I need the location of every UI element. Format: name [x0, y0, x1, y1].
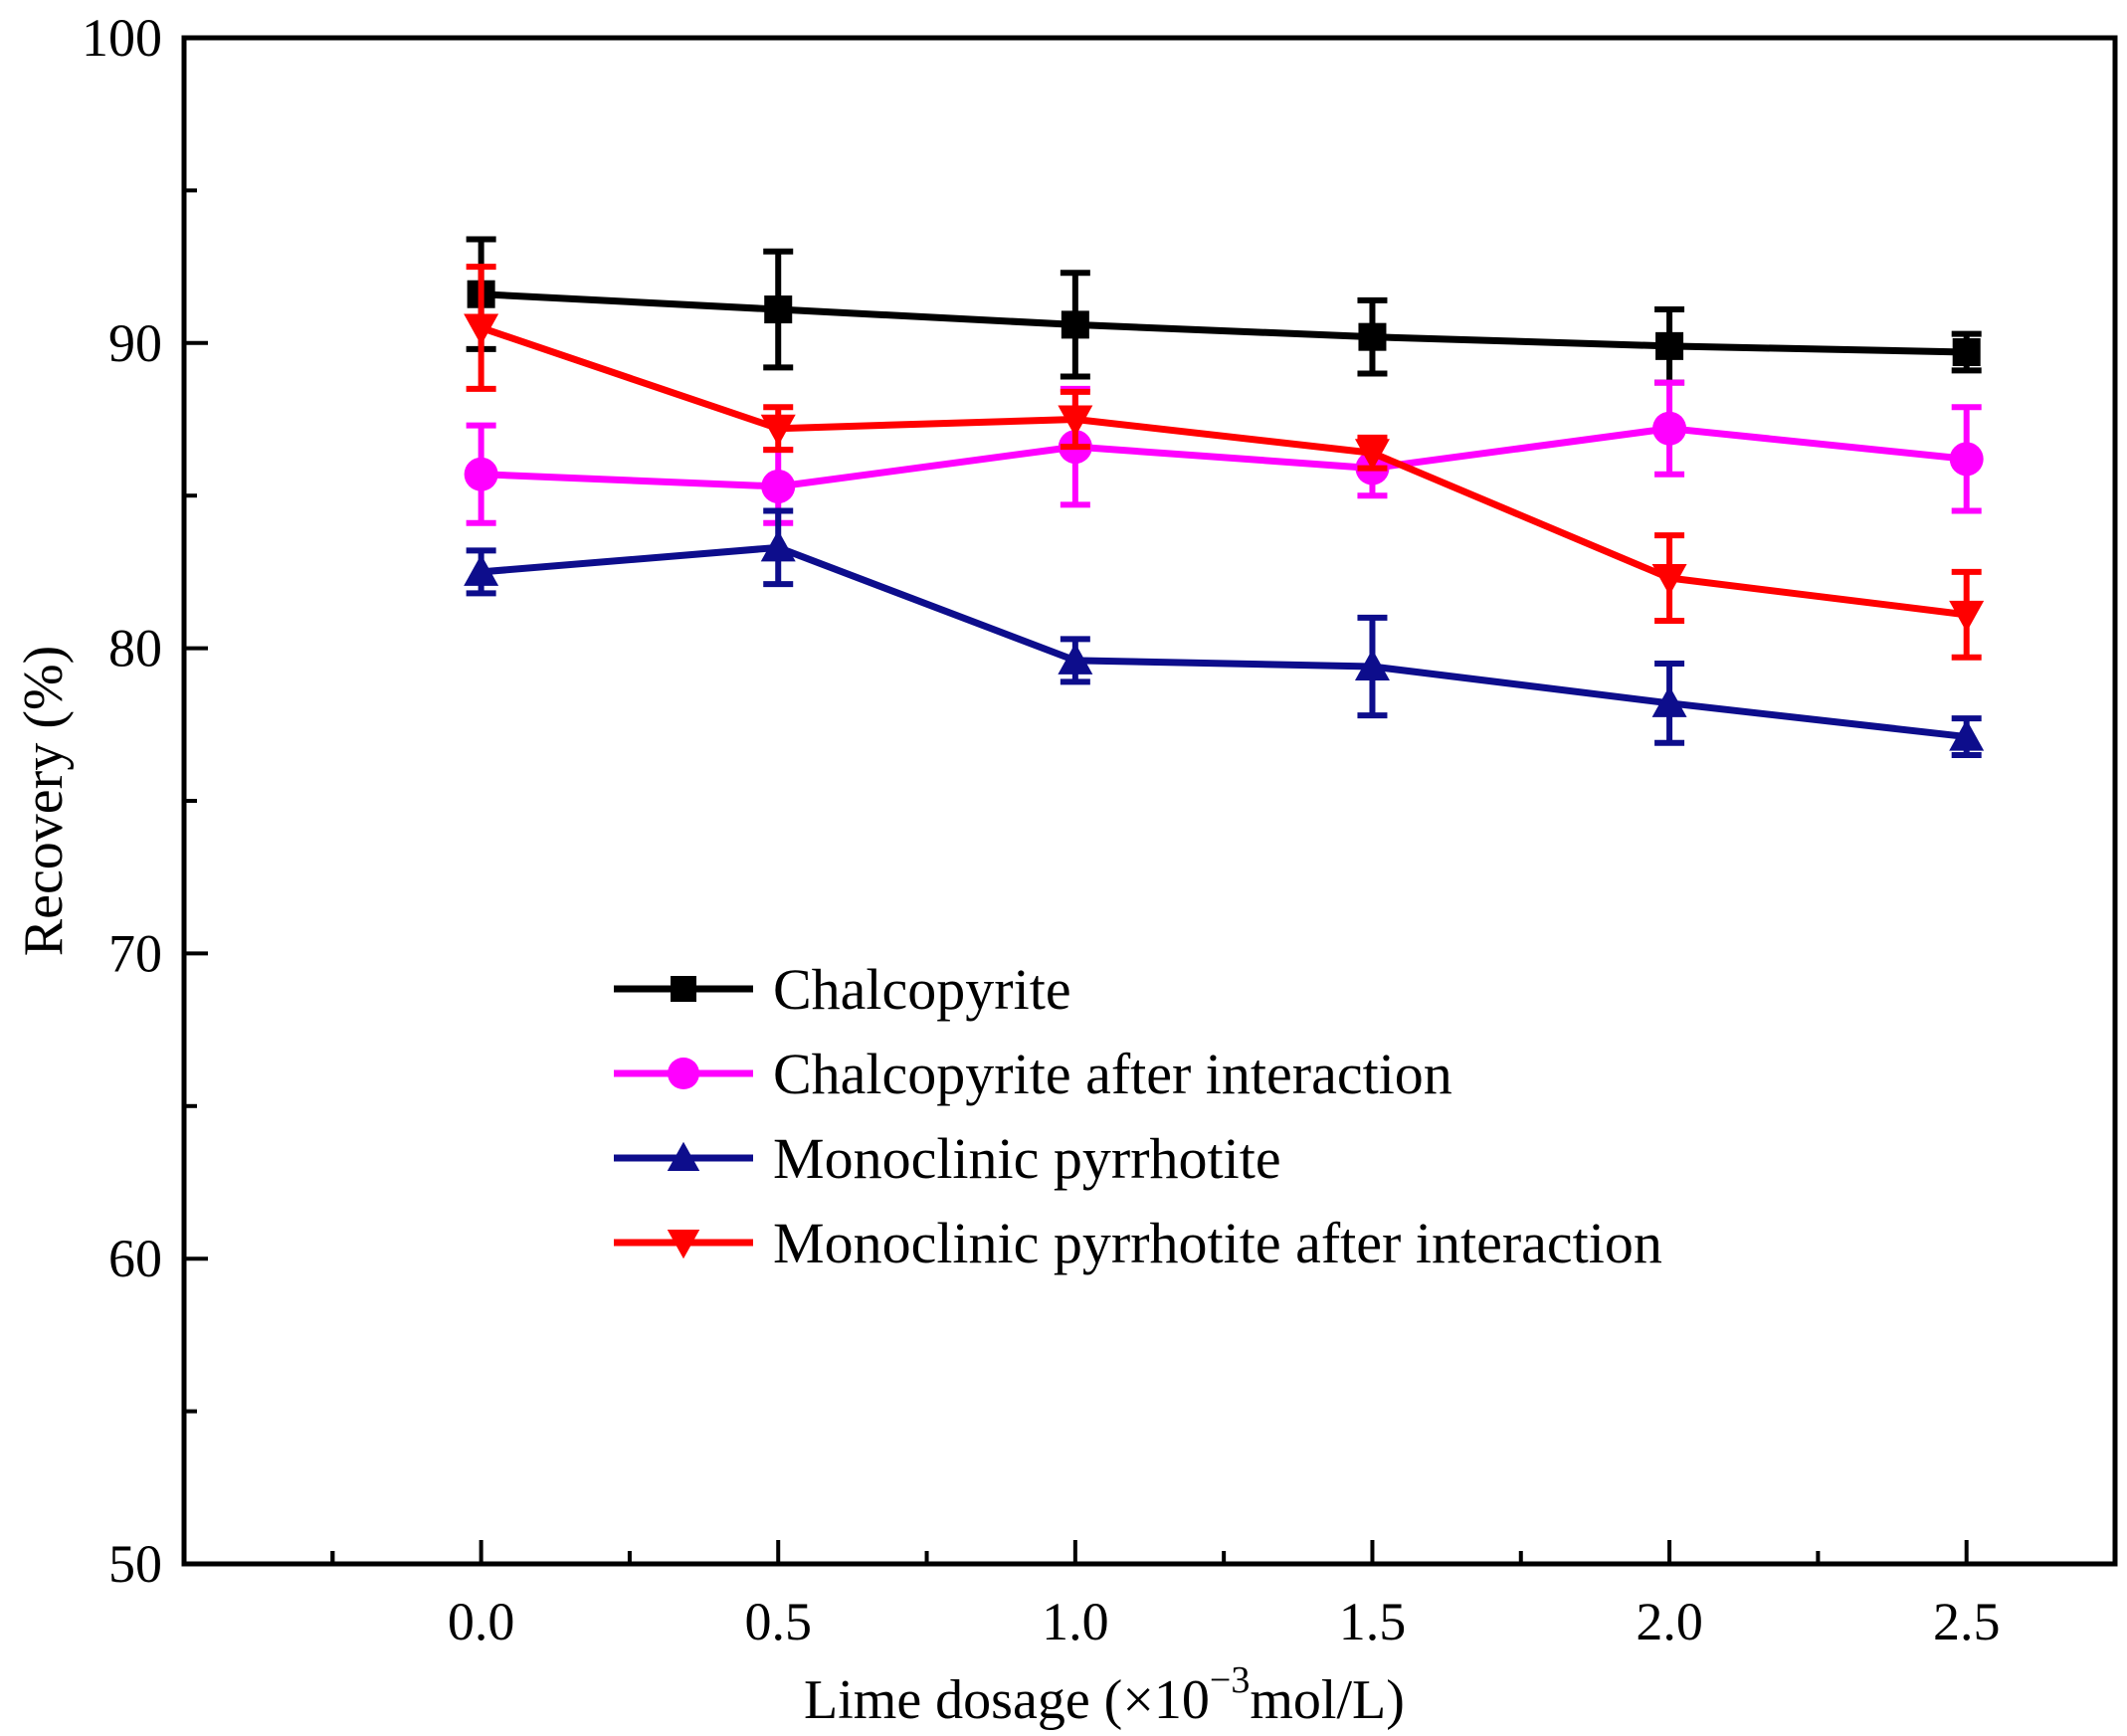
triangle-down-marker — [760, 414, 796, 447]
square-marker — [1358, 322, 1387, 351]
x-axis-title-main: Lime dosage (×10 — [804, 1669, 1210, 1731]
x-tick-labels: 0.0 0.5 1.0 1.5 2.0 2.5 — [448, 1592, 2001, 1651]
triangle-up-marker — [464, 554, 499, 586]
x-tick-label: 0.5 — [744, 1592, 812, 1651]
circle-marker — [1652, 411, 1687, 446]
legend-item: Monoclinic pyrrhotite after interaction — [614, 1211, 1662, 1275]
x-tick-label: 1.0 — [1042, 1592, 1109, 1651]
y-tick-label: 50 — [108, 1534, 162, 1594]
series — [464, 264, 1985, 661]
series-line — [481, 425, 1968, 490]
series-line — [481, 543, 1968, 741]
y-tick-labels: 50 60 70 80 90 100 — [82, 8, 162, 1594]
square-marker — [1061, 310, 1089, 339]
square-marker — [1655, 331, 1684, 360]
circle-marker — [464, 457, 498, 491]
series — [466, 236, 1982, 386]
y-tick-label: 60 — [108, 1229, 162, 1288]
triangle-up-marker — [667, 1141, 700, 1171]
triangle-up-marker — [1058, 643, 1093, 675]
legend-item: Chalcopyrite after interaction — [614, 1042, 1452, 1106]
square-marker — [764, 295, 793, 324]
legend-item: Monoclinic pyrrhotite — [614, 1126, 1281, 1191]
legend-item: Chalcopyrite — [614, 957, 1071, 1022]
triangle-down-marker — [1949, 600, 1985, 633]
triangle-down-marker — [667, 1230, 700, 1259]
tick-marks — [184, 36, 1969, 1566]
triangle-down-marker — [1651, 564, 1687, 596]
triangle-down-marker — [1354, 439, 1390, 471]
legend-label: Chalcopyrite — [773, 957, 1071, 1022]
legend-label: Monoclinic pyrrhotite after interaction — [773, 1211, 1662, 1275]
triangle-up-marker — [760, 529, 796, 562]
circle-marker — [668, 1058, 699, 1089]
triangle-up-marker — [1651, 685, 1687, 717]
series-line — [480, 324, 1968, 619]
triangle-down-marker — [464, 313, 499, 345]
x-axis-title: Lime dosage (×10−3mol/L) — [804, 1659, 1405, 1731]
x-tick-label: 0.0 — [448, 1592, 515, 1651]
circle-marker — [761, 469, 796, 503]
circle-marker — [1949, 442, 1984, 477]
x-axis-title-unit: mol/L) — [1250, 1669, 1405, 1731]
legend-label: Monoclinic pyrrhotite — [773, 1126, 1281, 1191]
triangle-up-marker — [1949, 719, 1985, 751]
y-tick-label: 80 — [108, 619, 162, 678]
series — [464, 507, 1985, 758]
y-axis-title: Recovery (%) — [13, 646, 75, 957]
series-group — [464, 236, 1985, 758]
legend-label: Chalcopyrite after interaction — [773, 1042, 1452, 1106]
x-tick-label: 1.5 — [1339, 1592, 1407, 1651]
triangle-up-marker — [1354, 649, 1390, 681]
series-line — [481, 290, 1967, 356]
x-axis-title-exponent: −3 — [1210, 1659, 1250, 1701]
y-tick-label: 90 — [108, 313, 162, 373]
triangle-down-marker — [1058, 405, 1093, 437]
square-marker — [1952, 338, 1981, 367]
x-tick-label: 2.0 — [1636, 1592, 1703, 1651]
series — [464, 379, 1984, 526]
legend: Chalcopyrite Chalcopyrite after interacti… — [614, 957, 1662, 1275]
y-tick-label: 70 — [108, 923, 162, 983]
plot-frame — [181, 35, 2118, 1567]
x-tick-label: 2.5 — [1933, 1592, 2001, 1651]
square-marker — [671, 976, 696, 1002]
y-tick-label: 100 — [82, 8, 162, 68]
